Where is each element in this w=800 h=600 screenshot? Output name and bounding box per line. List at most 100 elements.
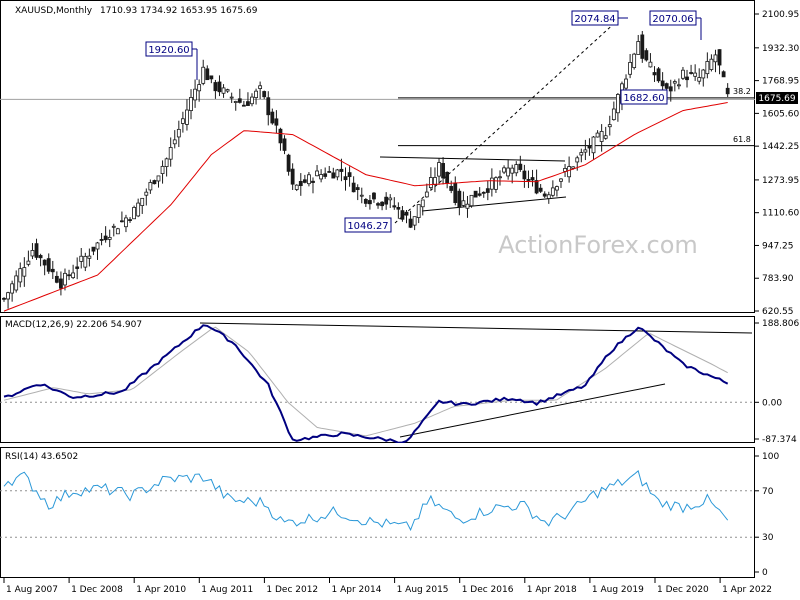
candle-body xyxy=(668,86,673,92)
candle-body xyxy=(380,201,384,207)
price-y-tick-label: 1110.60 xyxy=(762,209,799,219)
candle-body xyxy=(302,179,307,183)
candle-body xyxy=(124,217,128,228)
candle-body xyxy=(176,128,181,138)
candle-body xyxy=(343,176,348,181)
candle-body xyxy=(676,84,681,87)
candle-body xyxy=(2,297,6,300)
candle-body xyxy=(128,219,132,221)
candle-body xyxy=(420,199,425,208)
candle-body xyxy=(152,180,157,185)
candle-body xyxy=(274,118,279,126)
candle-body xyxy=(233,101,238,103)
svg-text:2074.84: 2074.84 xyxy=(574,14,615,25)
candle-body xyxy=(136,202,141,217)
candle-body xyxy=(546,194,551,199)
candle-body xyxy=(701,69,706,79)
rsi-y-tick-label: 100 xyxy=(762,452,779,462)
candle-body xyxy=(449,186,454,191)
candle-body xyxy=(10,283,15,294)
macd-support-line xyxy=(399,383,666,438)
candle-body xyxy=(197,84,202,92)
candle-body xyxy=(229,96,234,99)
candle-body xyxy=(465,203,470,209)
macd-plot-area xyxy=(0,322,755,443)
macd-y-tick-label: 0.00 xyxy=(762,398,782,408)
candle-body xyxy=(616,94,620,114)
candle-body xyxy=(46,258,51,272)
candle-body xyxy=(132,207,136,220)
candle-body xyxy=(160,165,165,175)
price-plot-area xyxy=(0,17,755,312)
candle-body xyxy=(412,216,417,226)
candle-body xyxy=(311,180,315,183)
x-tick-label: 1 Aug 2015 xyxy=(397,585,449,595)
x-tick-label: 1 Apr 2010 xyxy=(136,585,186,595)
candle-body xyxy=(42,259,47,266)
rsi-line xyxy=(3,470,729,532)
candle-body xyxy=(477,193,482,196)
candle-body xyxy=(148,182,153,191)
rsi-label: RSI(14) 43.6502 xyxy=(5,452,78,462)
candle-body xyxy=(461,200,466,206)
price-y-tick-label: 1932.30 xyxy=(762,44,799,54)
candle-body xyxy=(331,172,336,179)
candle-body xyxy=(599,131,604,142)
candle-body xyxy=(372,192,376,200)
fib-label-618: 61.8 xyxy=(733,135,751,144)
fib-label-382: 38.2 xyxy=(733,87,751,96)
candle-body xyxy=(506,167,511,177)
candle-body xyxy=(83,255,88,268)
candle-body xyxy=(640,34,645,59)
candle-body xyxy=(717,49,722,66)
price-y-tick-label: 620.55 xyxy=(762,307,794,317)
macd-panel xyxy=(0,316,755,443)
candle-body xyxy=(489,177,494,190)
candle-body xyxy=(339,168,344,172)
candle-body xyxy=(603,135,608,139)
candle-body xyxy=(469,194,474,207)
candle-body xyxy=(209,75,214,80)
candle-body xyxy=(510,167,515,174)
candle-body xyxy=(725,87,730,95)
price-y-tick-label: 783.90 xyxy=(762,274,794,284)
candle-body xyxy=(164,158,169,167)
candle-body xyxy=(550,187,555,196)
candle-body xyxy=(359,194,364,197)
rsi-plot-area xyxy=(0,470,755,538)
candle-body xyxy=(115,228,120,235)
candle-body xyxy=(428,177,433,189)
label-low-2015: 1046.27 xyxy=(344,217,392,233)
x-tick-label: 1 Aug 2011 xyxy=(201,585,253,595)
candle-body xyxy=(144,191,149,196)
candle-body xyxy=(591,136,596,154)
candle-body xyxy=(376,203,380,206)
candle-body xyxy=(156,175,161,182)
x-tick-label: 1 Dec 2016 xyxy=(462,585,514,595)
candle-body xyxy=(685,76,689,81)
candle-body xyxy=(721,71,726,78)
candle-body xyxy=(681,69,685,79)
candle-body xyxy=(514,164,519,174)
candle-body xyxy=(254,90,258,99)
candle-body xyxy=(388,197,393,201)
ohlc-label: 1710.93 1734.92 1653.95 1675.69 xyxy=(100,6,258,16)
candle-body xyxy=(103,235,108,241)
candle-body xyxy=(473,190,478,198)
candle-body xyxy=(30,250,35,257)
macd-label: MACD(12,26,9) 22.206 54.907 xyxy=(5,320,142,330)
candle-body xyxy=(18,268,23,283)
candle-body xyxy=(494,177,498,190)
candle-body xyxy=(709,58,714,70)
candle-body xyxy=(575,157,580,163)
rsi-y-tick-label: 70 xyxy=(762,487,774,497)
candle-body xyxy=(278,128,283,144)
candle-body xyxy=(193,88,197,101)
candle-body xyxy=(351,182,356,193)
channel-lower-line xyxy=(421,196,567,212)
candle-body xyxy=(38,255,43,259)
candle-body xyxy=(185,109,189,125)
svg-text:1682.60: 1682.60 xyxy=(623,93,664,104)
candle-body xyxy=(392,205,397,208)
